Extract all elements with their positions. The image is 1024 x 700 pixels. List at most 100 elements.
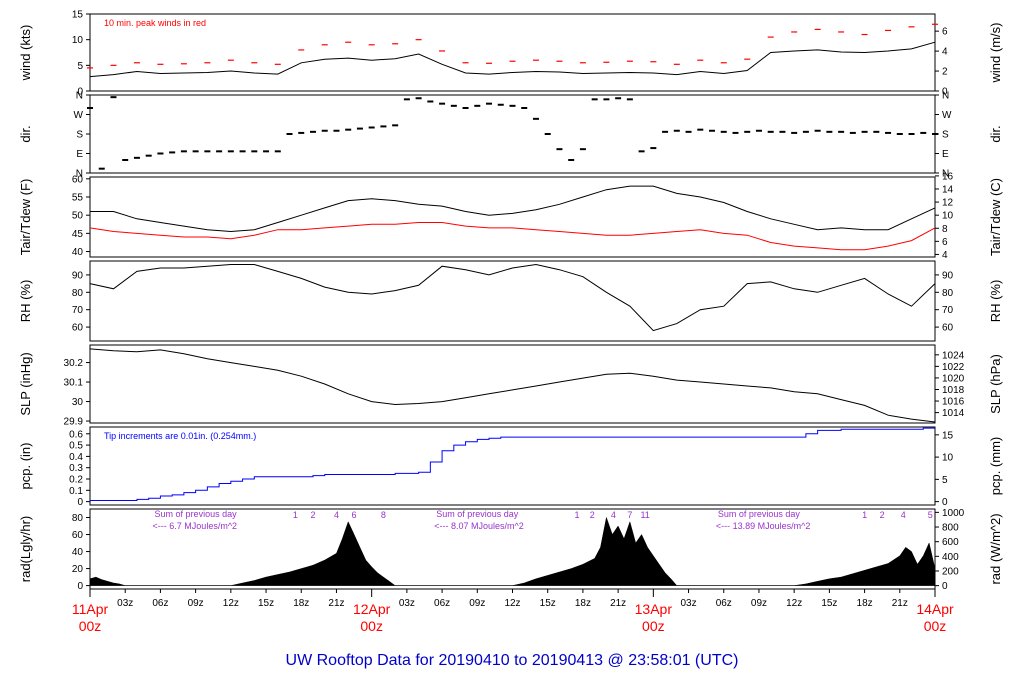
x-tick-label: 15z [258,598,274,609]
left-tick-label-temperature: 50 [72,211,84,222]
x-day-label-date: 13Apr [635,601,673,617]
ylabel-right-precip: pcp. (mm) [988,437,1003,496]
left-tick-label-precip: 0.3 [69,463,83,474]
panel-frame-slp [89,344,936,424]
series-area-radiation [89,516,936,586]
left-tick-label-rh: 90 [72,270,84,281]
series-line-precip [90,427,935,501]
ylabel-left-temperature: Tair/Tdew (F) [18,179,33,256]
right-tick-label-wind: 2 [942,67,948,78]
rad-hour-mark: 8 [381,510,386,520]
right-tick-label-dir: N [942,169,949,180]
left-tick-label-dir: N [76,91,83,102]
left-tick-label-radiation: 0 [77,581,83,592]
ylabel-left-slp: SLP (inHg) [18,352,33,415]
right-tick-label-rh: 80 [942,288,954,299]
right-tick-label-temperature: 8 [942,224,948,235]
x-tick-label: 06z [434,598,450,609]
ylabel-right-wind: wind (m/s) [988,23,1003,84]
right-tick-label-dir: S [942,130,949,141]
left-tick-label-radiation: 60 [72,530,84,541]
series-line-slp-slp [89,348,936,423]
right-tick-label-radiation: 600 [942,537,959,548]
rad-hour-mark: 2 [590,510,595,520]
rad-hour-mark: 5 [928,510,933,520]
ylabel-right-temperature: Tair/Tdew (C) [988,178,1003,256]
panel-frame-wind [89,13,936,92]
rad-note-line2: <--- 8.07 MJoules/m^2 [434,521,524,531]
series-line-temperature-tdew [89,222,936,251]
right-tick-label-slp: 1020 [942,373,965,384]
right-tick-label-slp: 1014 [942,408,965,419]
right-tick-label-temperature: 16 [942,171,954,182]
left-tick-label-wind: 10 [72,35,84,46]
x-tick-label: 15z [821,598,837,609]
rad-note-line1: Sum of previous day [436,509,519,519]
right-tick-label-rh: 90 [942,270,954,281]
left-tick-label-radiation: 80 [72,513,84,524]
right-tick-label-radiation: 200 [942,566,959,577]
right-tick-label-radiation: 800 [942,523,959,534]
x-tick-label: 03z [680,598,696,609]
x-tick-label: 03z [117,598,133,609]
left-tick-label-dir: S [76,130,83,141]
left-tick-label-temperature: 45 [72,229,84,240]
x-tick-label: 12z [504,598,520,609]
panel-frame-rh [89,260,936,342]
left-tick-label-rh: 70 [72,305,84,316]
x-day-label-time: 00z [924,618,947,634]
rad-hour-mark: 11 [640,510,649,520]
right-tick-label-precip: 5 [942,475,948,486]
left-tick-label-slp: 30.1 [64,378,84,389]
ylabel-left-wind: wind (kts) [18,25,33,82]
x-tick-label: 09z [751,598,767,609]
left-tick-label-precip: 0.2 [69,475,83,486]
right-tick-label-wind: 4 [942,47,948,58]
ylabel-right-slp: SLP (hPa) [988,354,1003,414]
x-tick-label: 18z [575,598,591,609]
right-tick-label-radiation: 0 [942,581,948,592]
right-tick-label-precip: 15 [942,430,954,441]
series-line-temperature-tair [90,185,936,233]
left-tick-label-wind: 5 [77,61,83,72]
right-tick-label-temperature: 10 [942,211,954,222]
ylabel-left-radiation: rad(Lgly/hr) [18,516,33,582]
left-tick-label-radiation: 20 [72,564,84,575]
rad-note-line2: <--- 6.7 MJoules/m^2 [153,521,238,531]
x-tick-label: 12z [786,598,802,609]
right-tick-label-rh: 60 [942,323,954,334]
x-tick-label: 06z [716,598,732,609]
right-tick-label-temperature: 6 [942,237,948,248]
chart-title: UW Rooftop Data for 20190410 to 20190413… [286,652,739,669]
left-tick-label-slp: 30.2 [64,358,84,369]
rad-hour-mark: 2 [310,510,315,520]
ylabel-right-dir: dir. [988,125,1003,142]
ylabel-left-precip: pcp. (in) [18,443,33,490]
right-tick-label-radiation: 400 [942,552,959,563]
left-tick-label-dir: E [76,149,83,160]
left-tick-label-precip: 0 [77,497,83,508]
rad-hour-mark: 4 [901,510,906,520]
left-tick-label-dir: N [76,169,83,180]
x-day-label-time: 00z [642,618,665,634]
x-day-label-time: 00z [79,618,102,634]
panel-frame-precip [89,426,936,506]
ylabel-left-dir: dir. [18,125,33,142]
right-tick-label-radiation: 1000 [942,508,965,519]
series-line-rh-rh [89,263,936,332]
rad-hour-mark: 7 [627,510,632,520]
x-tick-label: 09z [188,598,204,609]
left-tick-label-temperature: 40 [72,247,84,258]
right-tick-label-slp: 1016 [942,397,965,408]
right-tick-label-rh: 70 [942,305,954,316]
rad-hour-mark: 6 [352,510,357,520]
left-tick-label-wind: 0 [77,87,83,98]
right-tick-label-temperature: 14 [942,184,954,195]
rad-note-line1: Sum of previous day [718,509,801,519]
ylabel-right-rh: RH (%) [988,280,1003,323]
right-tick-label-dir: N [942,91,949,102]
right-tick-label-precip: 0 [942,497,948,508]
x-tick-label: 18z [857,598,873,609]
right-tick-label-dir: W [942,110,952,121]
